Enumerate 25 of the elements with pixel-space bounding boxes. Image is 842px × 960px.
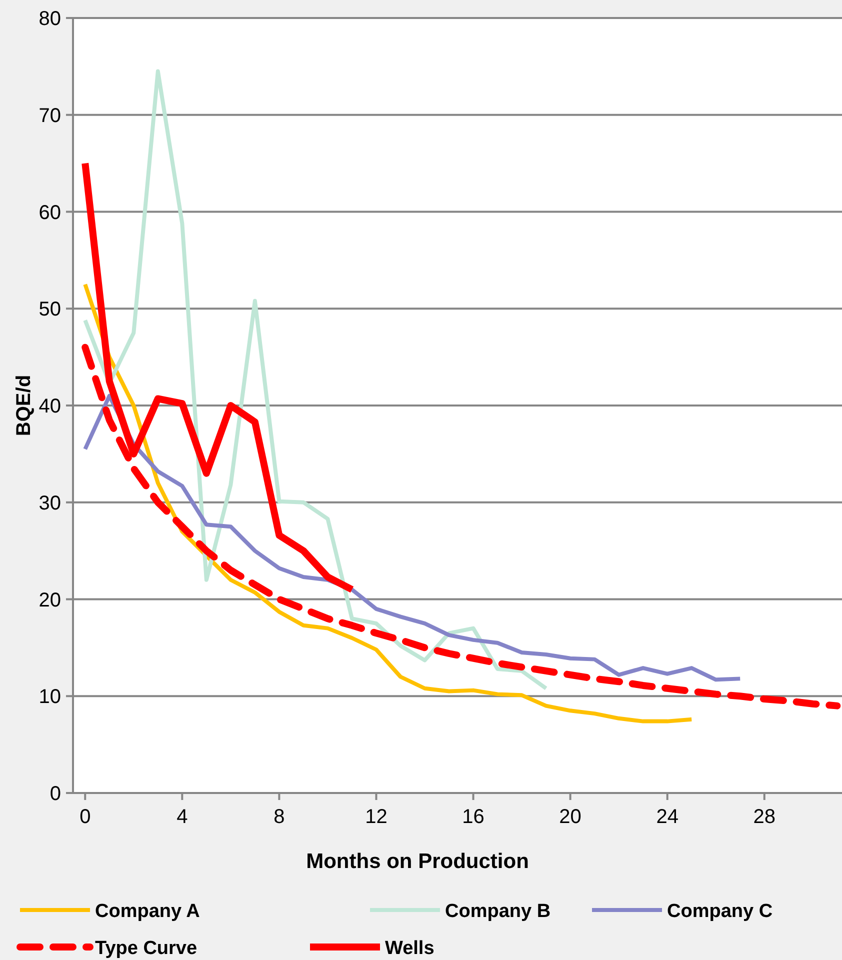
x-tick-label: 28: [753, 806, 776, 828]
legend-label: Company A: [95, 901, 200, 922]
x-tick-label: 24: [656, 806, 678, 828]
y-tick-label: 60: [38, 202, 61, 224]
line-series: [83, 69, 548, 690]
legend-label: Company C: [667, 901, 773, 922]
x-tick-label: 8: [274, 806, 285, 828]
y-tick-label: 80: [38, 8, 61, 30]
y-tick-label: 70: [38, 104, 61, 127]
y-tick-label: 20: [38, 589, 61, 612]
y-tick-label: 40: [38, 396, 61, 418]
x-tick-label: 0: [80, 806, 91, 828]
x-tick-label: 4: [176, 806, 188, 828]
legend-label: Wells: [385, 938, 434, 959]
x-axis-title: Months on Production: [306, 850, 529, 873]
x-tick-label: 20: [559, 806, 582, 828]
legend-label: Type Curve: [95, 938, 198, 959]
y-tick-label: 10: [38, 686, 61, 708]
y-tick-label: 0: [50, 783, 61, 805]
legend-label: Company B: [445, 901, 551, 922]
x-tick-label: 12: [365, 806, 388, 828]
y-axis-title: BQE/d: [13, 374, 35, 436]
y-tick-label: 50: [38, 298, 61, 321]
y-tick-label: 30: [38, 492, 61, 514]
x-tick-label: 16: [462, 806, 484, 828]
